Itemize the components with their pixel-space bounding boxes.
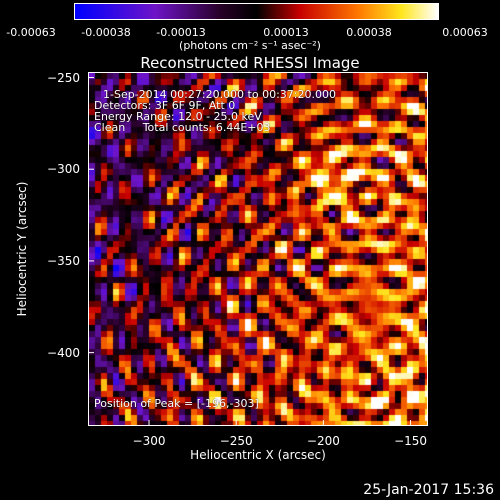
colorbar-tick: 0.00038 [346,26,392,39]
annotation-peak: Position of Peak = [-196,-303] [94,397,259,410]
y-tick-label: −400 [47,345,80,360]
y-tick-label: −350 [47,253,80,268]
x-tick-label: −150 [394,434,428,448]
x-tick-label: −300 [132,434,166,448]
x-axis-label: Heliocentric X (arcsec) [190,448,326,462]
colorbar-tick: 0.00013 [263,26,309,39]
y-axis-label: Heliocentric Y (arcsec) [15,181,29,317]
heatmap-image [89,73,427,425]
x-tick-label: −200 [306,434,340,448]
chart-title: Reconstructed RHESSI Image [140,54,360,72]
annotation-time-range: 1-Sep-2014 00:27:20.000 to 00:37:20.000 [103,88,336,101]
annotation-energy: Energy Range: 12.0 - 25.0 keV [94,110,262,123]
colorbar-tick: -0.00038 [81,26,131,39]
plot-area: 1-Sep-2014 00:27:20.000 to 00:37:20.000 … [88,72,428,426]
annotation-detectors: Detectors: 3F 6F 9F, Att 0 [94,99,236,112]
y-tick-label: −300 [47,162,80,177]
colorbar-tick: -0.00013 [156,26,206,39]
colorbar-tick: -0.00063 [6,26,56,39]
annotation-clean: Clean Total counts: 6.44E+03 [94,121,271,134]
colorbar [74,3,439,20]
colorbar-tick: 0.00063 [442,26,488,39]
y-tick-label: −250 [47,70,80,85]
colorbar-units: (photons cm⁻² s⁻¹ asec⁻²) [179,39,321,52]
footer-timestamp: 25-Jan-2017 15:36 [363,482,494,498]
x-tick-label: −250 [219,434,253,448]
